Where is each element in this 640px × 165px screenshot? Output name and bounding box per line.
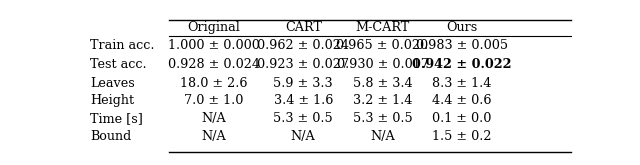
- Text: 18.0 ± 2.6: 18.0 ± 2.6: [180, 77, 248, 90]
- Text: Original: Original: [188, 21, 241, 34]
- Text: N/A: N/A: [202, 112, 227, 125]
- Text: 0.983 ± 0.005: 0.983 ± 0.005: [416, 39, 508, 51]
- Text: 5.3 ± 0.5: 5.3 ± 0.5: [353, 112, 412, 125]
- Text: 0.923 ± 0.027: 0.923 ± 0.027: [257, 58, 349, 71]
- Text: N/A: N/A: [291, 130, 316, 143]
- Text: 0.942 ± 0.022: 0.942 ± 0.022: [412, 58, 511, 71]
- Text: 0.1 ± 0.0: 0.1 ± 0.0: [432, 112, 492, 125]
- Text: N/A: N/A: [202, 130, 227, 143]
- Text: 0.962 ± 0.024: 0.962 ± 0.024: [257, 39, 349, 51]
- Text: 7.0 ± 1.0: 7.0 ± 1.0: [184, 95, 244, 107]
- Text: 8.3 ± 1.4: 8.3 ± 1.4: [432, 77, 492, 90]
- Text: 3.2 ± 1.4: 3.2 ± 1.4: [353, 95, 412, 107]
- Text: 5.3 ± 0.5: 5.3 ± 0.5: [273, 112, 333, 125]
- Text: CART: CART: [285, 21, 322, 34]
- Text: Leaves: Leaves: [90, 77, 134, 90]
- Text: Bound: Bound: [90, 130, 131, 143]
- Text: 0.930 ± 0.017: 0.930 ± 0.017: [337, 58, 429, 71]
- Text: 1.000 ± 0.000: 1.000 ± 0.000: [168, 39, 260, 51]
- Text: Time [s]: Time [s]: [90, 112, 143, 125]
- Text: 5.8 ± 3.4: 5.8 ± 3.4: [353, 77, 412, 90]
- Text: 0.928 ± 0.024: 0.928 ± 0.024: [168, 58, 260, 71]
- Text: Test acc.: Test acc.: [90, 58, 147, 71]
- Text: 5.9 ± 3.3: 5.9 ± 3.3: [273, 77, 333, 90]
- Text: 4.4 ± 0.6: 4.4 ± 0.6: [432, 95, 492, 107]
- Text: Ours: Ours: [446, 21, 477, 34]
- Text: 3.4 ± 1.6: 3.4 ± 1.6: [273, 95, 333, 107]
- Text: Height: Height: [90, 95, 134, 107]
- Text: 0.965 ± 0.020: 0.965 ± 0.020: [337, 39, 429, 51]
- Text: N/A: N/A: [370, 130, 395, 143]
- Text: Train acc.: Train acc.: [90, 39, 154, 51]
- Text: M-CART: M-CART: [355, 21, 410, 34]
- Text: 1.5 ± 0.2: 1.5 ± 0.2: [432, 130, 492, 143]
